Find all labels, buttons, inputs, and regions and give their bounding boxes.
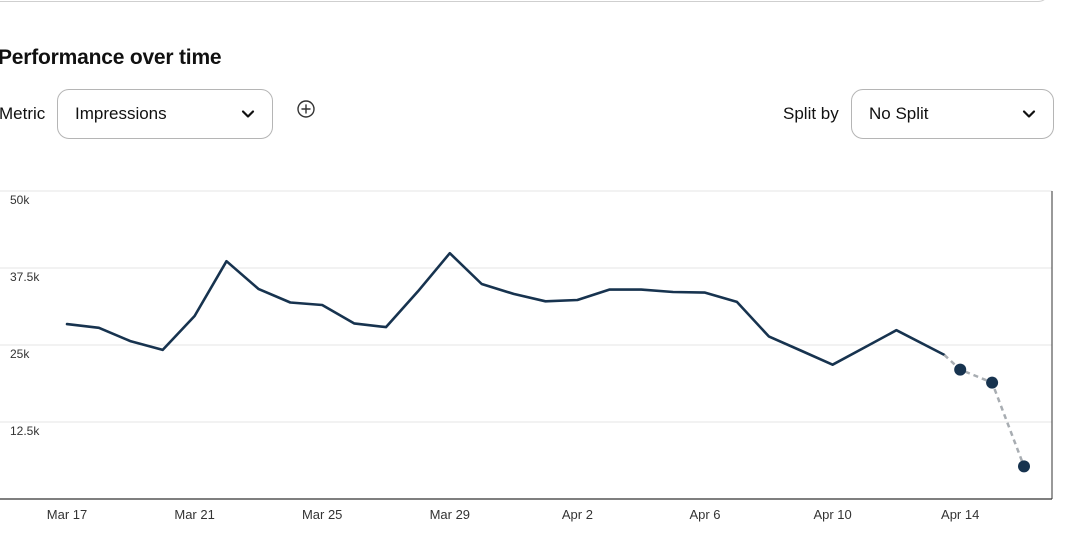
data-point: [1018, 460, 1030, 473]
x-tick-label: Mar 25: [302, 507, 342, 522]
projection-line: [943, 353, 1026, 467]
x-tick-label: Apr 10: [813, 507, 851, 522]
y-tick-label: 50k: [10, 193, 30, 207]
x-tick-label: Apr 14: [941, 507, 979, 522]
metric-label: Metric: [0, 104, 46, 123]
x-tick-label: Mar 29: [430, 507, 470, 522]
split-select-value: No Split: [869, 104, 929, 123]
plus-circle-icon[interactable]: [296, 99, 316, 119]
section-title: Performance over time: [0, 46, 222, 69]
y-tick-label: 25k: [10, 347, 30, 361]
impressions-line: [65, 251, 946, 367]
chevron-down-icon: [1022, 110, 1036, 118]
chevron-down-icon: [241, 110, 255, 118]
y-tick-label: 12.5k: [10, 424, 40, 438]
data-point: [986, 376, 999, 389]
x-tick-label: Apr 2: [562, 507, 593, 522]
split-select[interactable]: No Split: [851, 89, 1054, 139]
data-point: [954, 363, 967, 376]
metric-select-value: Impressions: [75, 104, 167, 123]
x-tick-label: Apr 6: [689, 507, 720, 522]
metric-select[interactable]: Impressions: [57, 89, 273, 139]
y-tick-label: 37.5k: [10, 270, 40, 284]
x-tick-label: Mar 17: [47, 507, 87, 522]
split-label: Split by: [783, 104, 839, 123]
x-tick-label: Mar 21: [174, 507, 214, 522]
